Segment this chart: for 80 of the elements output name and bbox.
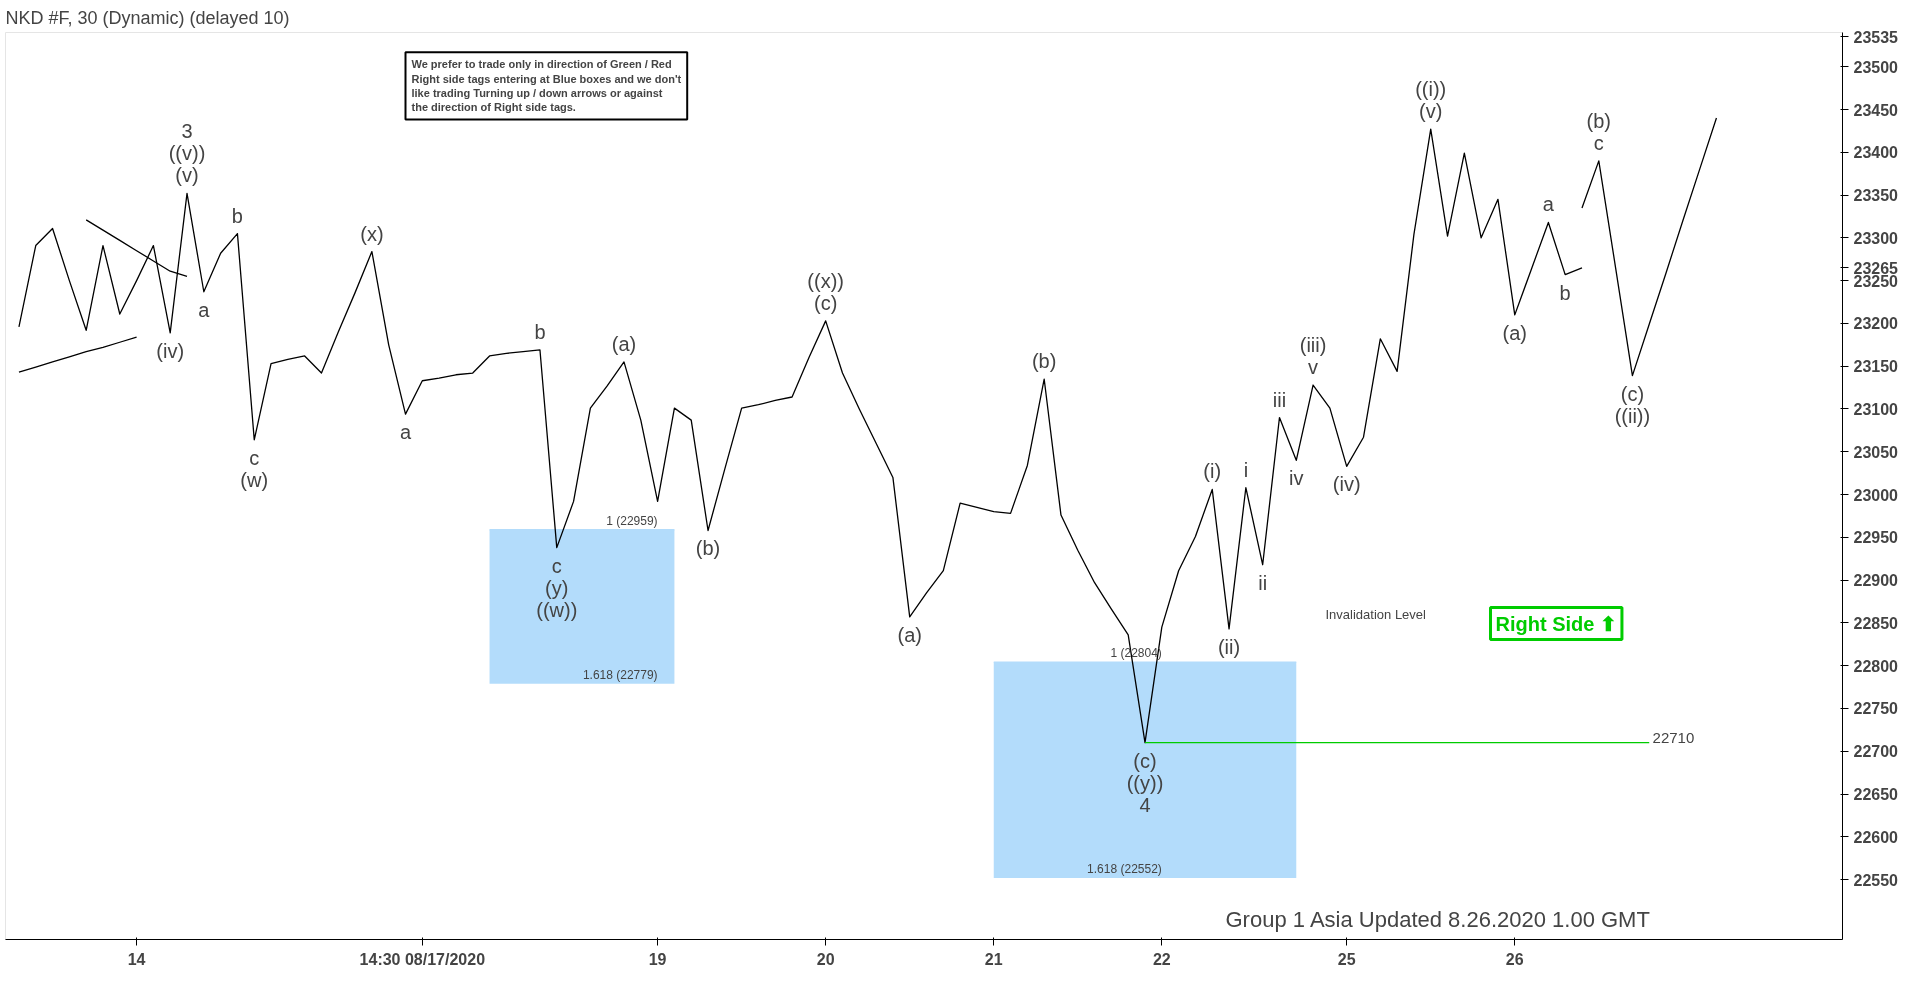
y-tick-label: 22550 <box>1853 871 1899 889</box>
annotation: 4 <box>1139 793 1151 816</box>
annotation: (v) <box>175 164 199 187</box>
annotation: c <box>1593 131 1604 154</box>
annotation: ((i)) <box>1415 78 1447 101</box>
annotation: b <box>231 204 243 227</box>
y-tick-label: 22950 <box>1853 529 1899 547</box>
annotation: (w) <box>240 468 269 491</box>
annotation: 1.618 (22552) <box>1087 861 1162 876</box>
annotation: Group 1 Asia Updated 8.26.2020 1.00 GMT <box>1225 906 1650 932</box>
x-tick-label: 14 <box>127 950 146 968</box>
y-tick-label: 23200 <box>1853 315 1899 333</box>
annotation: (a) <box>611 332 637 355</box>
y-tick-label: 22700 <box>1853 743 1899 761</box>
annotation: (x) <box>360 222 384 245</box>
annotation: c <box>551 554 562 577</box>
annotation: (i) <box>1203 460 1222 483</box>
y-tick-label: 23400 <box>1853 144 1899 162</box>
x-tick-label: 22 <box>1152 950 1171 968</box>
annotation: ((x)) <box>807 269 844 292</box>
x-tick-label: 26 <box>1505 950 1524 968</box>
annotation: a <box>1542 193 1555 216</box>
annotation: a <box>399 421 412 444</box>
annotation: v <box>1308 356 1319 379</box>
y-tick-label: 23150 <box>1853 358 1899 376</box>
annotation: 1 (22959) <box>606 513 658 528</box>
y-tick-label: 22750 <box>1853 700 1899 718</box>
y-tick-label: 23450 <box>1853 101 1899 119</box>
y-tick-label: 23535 <box>1853 28 1899 46</box>
annotation: iv <box>1289 467 1304 490</box>
chart-title: NKD #F, 30 (Dynamic) (delayed 10) <box>5 7 290 28</box>
annotation: b <box>534 320 546 343</box>
annotation: 3 <box>181 120 193 143</box>
annotation: We prefer to trade only in direction of Green / Red Right side tags entering at Blue boxes and we don't like trading Turning up / down arrows or against the direction of Right side tags. <box>411 58 682 114</box>
annotation: 1.618 (22779) <box>582 667 658 682</box>
annotation: (ii) <box>1217 635 1241 658</box>
y-tick-label: 23000 <box>1853 486 1899 504</box>
annotation: (b) <box>1586 109 1612 132</box>
annotation: (y) <box>545 576 569 599</box>
x-tick-label: 14:30 08/17/2020 <box>359 950 486 968</box>
y-tick-label: 23500 <box>1853 58 1899 76</box>
annotation: (c) <box>1620 382 1645 405</box>
y-tick-label: 23350 <box>1853 187 1899 205</box>
annotation: (b) <box>1031 350 1057 373</box>
y-tick-label: 22850 <box>1853 614 1899 632</box>
annotation: (a) <box>1502 321 1527 344</box>
line-series <box>85 219 188 278</box>
x-tick-label: 19 <box>648 950 667 968</box>
annotation: b <box>1559 281 1571 304</box>
y-tick-label: 23050 <box>1853 443 1899 461</box>
y-tick-label: 22650 <box>1853 786 1899 804</box>
y-tick-label: 22600 <box>1853 828 1899 846</box>
annotation: (c) <box>1133 749 1157 772</box>
annotation: (b) <box>695 537 721 560</box>
ref-line-label: 22710 <box>1652 728 1695 746</box>
annotation: (iv) <box>156 339 185 362</box>
annotation: ((y)) <box>1126 771 1164 794</box>
annotation: i <box>1243 458 1249 481</box>
annotation: c <box>249 446 260 469</box>
annotation: (iv) <box>1332 473 1361 496</box>
y-tick-label: 22800 <box>1853 657 1899 675</box>
x-tick-label: 21 <box>984 950 1003 968</box>
annotation: (c) <box>814 291 838 314</box>
annotation: ((w)) <box>536 598 578 621</box>
annotation: a <box>198 298 211 321</box>
line-series <box>18 336 138 373</box>
x-tick-label: 20 <box>816 950 835 968</box>
annotation: (a) <box>897 623 922 646</box>
y-tick-label: 23100 <box>1853 400 1899 418</box>
y-tick-label: 22900 <box>1853 572 1899 590</box>
annotation: (iii) <box>1299 334 1327 357</box>
annotation: iii <box>1272 388 1287 411</box>
x-tick-label: 25 <box>1337 950 1356 968</box>
annotation: Right Side ⬆ <box>1495 612 1617 635</box>
annotation: Invalidation Level <box>1325 606 1427 622</box>
annotation: ((ii)) <box>1614 404 1651 427</box>
y-tick-label: 23300 <box>1853 229 1899 247</box>
annotation: ((v)) <box>168 142 206 165</box>
annotation: ii <box>1258 571 1268 594</box>
annotation: (v) <box>1419 100 1443 123</box>
